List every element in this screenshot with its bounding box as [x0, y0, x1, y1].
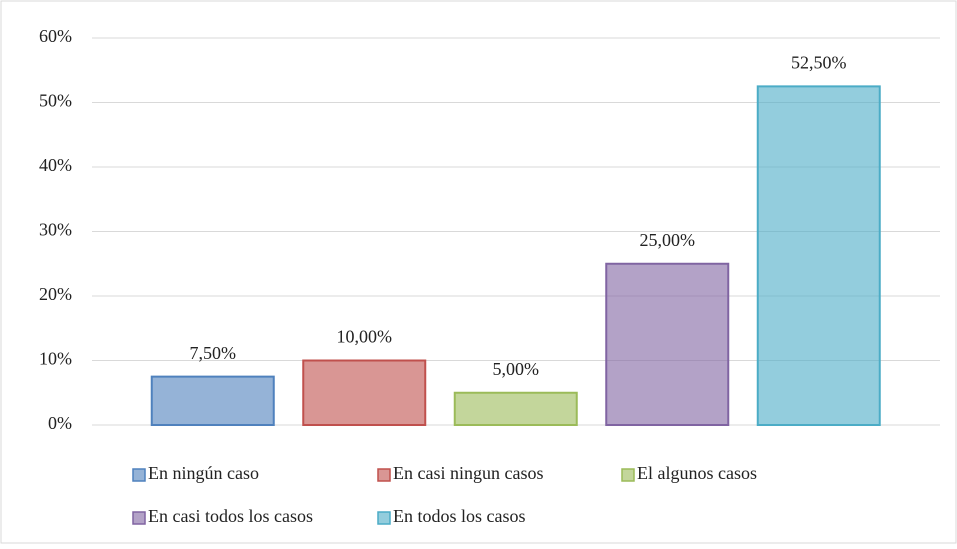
bar — [453, 391, 578, 426]
legend-label: En todos los casos — [393, 506, 526, 526]
legend-label: En ningún caso — [148, 463, 259, 483]
legend-label: En casi ningun casos — [393, 463, 543, 483]
legend-swatch — [377, 511, 391, 525]
y-tick-label: 40% — [39, 155, 72, 175]
bar — [302, 359, 427, 426]
y-tick-label: 30% — [39, 220, 72, 240]
bar — [756, 85, 881, 426]
legend-swatch — [377, 468, 391, 482]
data-label: 10,00% — [337, 327, 393, 347]
y-tick-label: 20% — [39, 284, 72, 304]
y-tick-label: 10% — [39, 349, 72, 369]
bar — [150, 375, 275, 426]
data-label: 5,00% — [493, 359, 540, 379]
legend-label: El algunos casos — [637, 463, 757, 483]
legend-label: En casi todos los casos — [148, 506, 313, 526]
legend-swatch — [621, 468, 635, 482]
legend-swatch — [132, 511, 146, 525]
data-label: 25,00% — [640, 230, 696, 250]
y-tick-label: 50% — [39, 91, 72, 111]
bar — [605, 262, 730, 426]
data-label: 7,50% — [190, 343, 237, 363]
y-tick-label: 60% — [39, 26, 72, 46]
legend-swatch — [132, 468, 146, 482]
data-label: 52,50% — [791, 53, 847, 73]
y-tick-label: 0% — [48, 413, 72, 433]
